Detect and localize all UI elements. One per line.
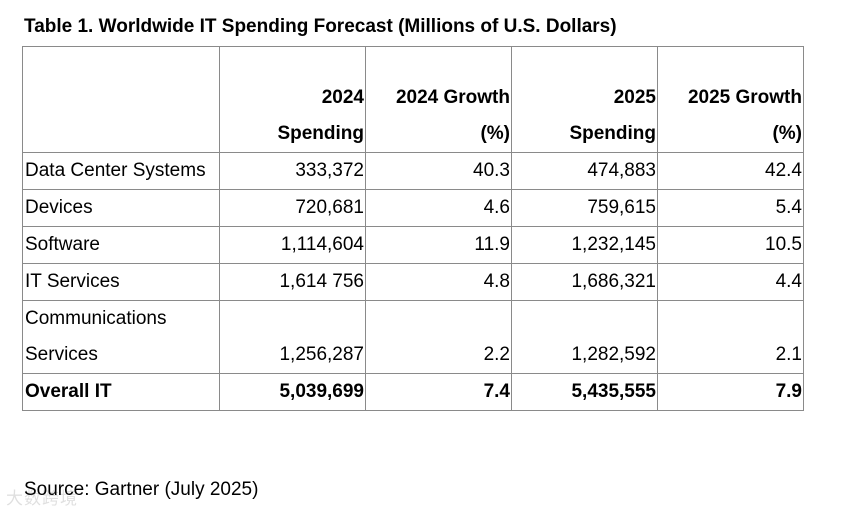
row-label: Overall IT [22,373,220,411]
cell: 5,435,555 [511,373,658,411]
cell: 4.8 [365,263,512,301]
table-header-row: 2024 Spending 2024 Growth (%) 2025 Spending… [22,46,804,153]
cell: 4.4 [657,263,804,301]
cell: 1,282,592 [511,300,658,374]
cell: 5,039,699 [219,373,366,411]
cell: 7.9 [657,373,804,411]
cell: 1,232,145 [511,226,658,264]
cell: 1,686,321 [511,263,658,301]
table-row: Software 1,114,604 11.9 1,232,145 10.5 [22,226,804,264]
it-spending-table: 2024 Spending 2024 Growth (%) 2025 Spending… [22,46,804,411]
table-row: Communications Services 1,256,287 2.2 1,… [22,300,804,374]
cell: 11.9 [365,226,512,264]
header-2025-growth: 2025 Growth (%) [657,46,804,153]
source-note: Source: Gartner (July 2025) [24,479,259,500]
cell: 4.6 [365,189,512,227]
header-2024-growth: 2024 Growth (%) [365,46,512,153]
cell: 1,614 756 [219,263,366,301]
header-cell-empty [22,46,220,153]
row-label: Software [22,226,220,264]
cell: 1,256,287 [219,300,366,374]
header-2025-spending: 2025 Spending [511,46,658,153]
cell: 7.4 [365,373,512,411]
table-title: Table 1. Worldwide IT Spending Forecast … [24,16,617,37]
watermark-logo: 大数跨境 [6,489,78,508]
row-label: Communications Services [22,300,220,374]
table-row: Devices 720,681 4.6 759,615 5.4 [22,189,804,227]
cell: 2.1 [657,300,804,374]
cell: 1,114,604 [219,226,366,264]
row-label: IT Services [22,263,220,301]
table-row-total: Overall IT 5,039,699 7.4 5,435,555 7.9 [22,373,804,411]
cell: 40.3 [365,152,512,190]
table-row: Data Center Systems 333,372 40.3 474,883… [22,152,804,190]
table-row: IT Services 1,614 756 4.8 1,686,321 4.4 [22,263,804,301]
cell: 720,681 [219,189,366,227]
cell: 759,615 [511,189,658,227]
cell: 2.2 [365,300,512,374]
row-label: Devices [22,189,220,227]
cell: 5.4 [657,189,804,227]
cell: 42.4 [657,152,804,190]
cell: 10.5 [657,226,804,264]
row-label: Data Center Systems [22,152,220,190]
cell: 474,883 [511,152,658,190]
cell: 333,372 [219,152,366,190]
header-2024-spending: 2024 Spending [219,46,366,153]
